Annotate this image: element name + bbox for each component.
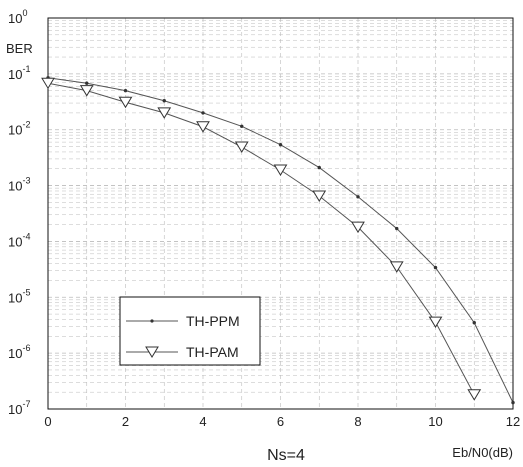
data-point-th-ppm [472, 321, 476, 325]
y-tick-base: 10 [8, 67, 22, 82]
legend-label-th-pam: TH-PAM [186, 344, 239, 360]
data-point-th-pam [312, 190, 327, 202]
x-tick-label: 2 [122, 414, 129, 429]
data-point-th-ppm [433, 265, 438, 270]
y-tick-exponent: -5 [22, 287, 30, 297]
legend-box [119, 296, 261, 366]
y-tick-base: 10 [8, 346, 22, 361]
y-tick-exponent: -6 [22, 343, 30, 353]
data-point-th-pam [389, 261, 404, 273]
y-tick-base: 10 [8, 179, 22, 194]
data-point-th-pam [157, 107, 172, 119]
data-point-th-pam [428, 316, 443, 329]
data-point-th-ppm [123, 88, 128, 93]
data-point-th-pam [41, 77, 55, 90]
legend: TH-PPM TH-PAM [119, 296, 261, 366]
y-tick-label: 100 [8, 8, 27, 26]
y-tick-exponent: -7 [22, 399, 30, 409]
y-tick-exponent: -1 [22, 64, 30, 74]
x-tick-label: 12 [506, 414, 520, 429]
data-point-th-pam [196, 121, 210, 133]
series-layer [41, 76, 515, 405]
plot-frame [47, 17, 514, 410]
y-tick-base: 10 [8, 234, 22, 249]
data-point-th-ppm [240, 124, 244, 129]
y-tick-base: 10 [8, 11, 22, 26]
x-tick-label: 0 [44, 414, 51, 429]
x-tick-label: 10 [428, 414, 442, 429]
x-axis-label: Eb/N0(dB) [452, 445, 513, 460]
ns-label: Ns=4 [267, 447, 305, 464]
y-tick-label: 10-2 [8, 120, 30, 138]
legend-label-th-ppm: TH-PPM [186, 313, 240, 329]
data-point-th-pam [118, 96, 133, 109]
data-point-th-ppm [511, 400, 515, 405]
y-tick-label: 10-7 [8, 399, 30, 417]
x-tick-label: 6 [277, 414, 284, 429]
y-axis-label: BER [6, 41, 33, 56]
series-line-th-pam [47, 82, 475, 395]
y-tick-exponent: -3 [22, 176, 30, 186]
data-point-th-ppm [85, 81, 89, 85]
data-point-th-pam [273, 164, 288, 176]
data-point-th-pam [79, 85, 94, 97]
y-tick-exponent: 0 [22, 8, 27, 18]
y-tick-label: 10-4 [8, 231, 30, 249]
x-axis-ticks: 0 2 4 6 8 10 12 [44, 414, 520, 429]
y-tick-base: 10 [8, 290, 22, 305]
data-point-th-ppm [317, 165, 321, 170]
y-tick-exponent: -4 [22, 231, 30, 241]
x-tick-label: 8 [354, 414, 361, 429]
data-point-th-ppm [278, 142, 283, 147]
y-tick-label: 10-5 [8, 287, 30, 305]
x-tick-label: 4 [199, 414, 206, 429]
y-tick-base: 10 [8, 402, 22, 417]
y-tick-label: 10-3 [8, 176, 30, 194]
data-point-th-pam [351, 221, 365, 234]
legend-marker-th-ppm [150, 319, 154, 323]
data-point-th-ppm [201, 111, 205, 115]
data-point-th-pam [467, 389, 482, 401]
data-point-th-pam [234, 141, 249, 153]
y-tick-exponent: -2 [22, 120, 30, 130]
data-point-th-ppm [395, 226, 399, 231]
data-point-th-ppm [162, 99, 166, 103]
y-tick-label: 10-6 [8, 343, 30, 361]
y-tick-base: 10 [8, 123, 22, 138]
y-tick-label: 10-1 [8, 64, 30, 82]
data-point-th-ppm [356, 195, 360, 199]
legend-marker-th-pam [145, 346, 159, 358]
